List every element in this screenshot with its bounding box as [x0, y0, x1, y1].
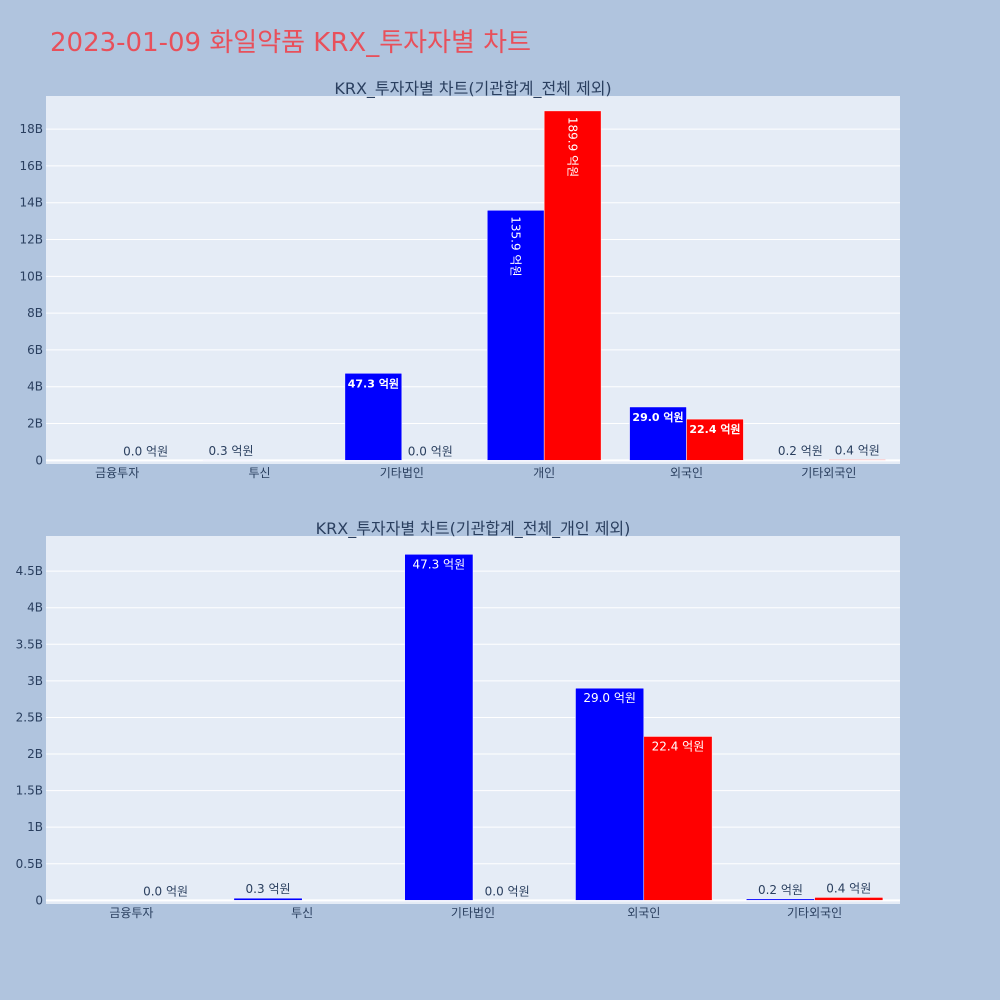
y-tick-label: 2.5B: [16, 710, 43, 724]
y-tick-label: 12B: [19, 233, 43, 247]
data-label: 47.3 억원: [413, 557, 466, 571]
x-tick-label: 투신: [291, 906, 313, 920]
y-tick-label: 0: [35, 893, 43, 907]
plot-area: [46, 96, 900, 464]
data-label: 29.0 억원: [583, 691, 636, 705]
y-tick-label: 4B: [27, 601, 43, 615]
y-tick-label: 0.5B: [16, 857, 43, 871]
y-tick-label: 4.5B: [16, 564, 43, 578]
bar: [746, 898, 815, 901]
y-tick-label: 2B: [27, 417, 43, 431]
x-tick-label: 외국인: [627, 906, 660, 920]
bar: [828, 459, 887, 461]
data-label: 0.2 억원: [778, 444, 823, 458]
y-tick-label: 2B: [27, 747, 43, 761]
y-tick-label: 14B: [19, 196, 43, 210]
bar: [404, 554, 474, 901]
chart-title: KRX_투자자별 차트(기관합계_전체 제외): [334, 79, 611, 99]
x-tick-label: 기타외국인: [801, 466, 856, 480]
bar: [814, 897, 884, 901]
data-label: 0.0 억원: [143, 884, 188, 898]
data-label: 0.0 억원: [408, 444, 453, 458]
x-tick-label: 개인: [533, 466, 555, 480]
y-tick-label: 16B: [19, 159, 43, 173]
x-tick-label: 투신: [248, 466, 270, 480]
data-label: 0.0 억원: [485, 884, 530, 898]
data-label: 0.4 억원: [835, 444, 880, 458]
y-tick-label: 8B: [27, 306, 43, 320]
x-tick-label: 기타외국인: [787, 906, 842, 920]
data-label: 22.4 억원: [689, 422, 740, 436]
data-label: 189.9 억원: [566, 117, 580, 177]
x-tick-label: 기타법인: [451, 906, 495, 920]
y-tick-label: 0: [35, 453, 43, 467]
data-label: 22.4 억원: [652, 739, 705, 753]
bar: [686, 418, 744, 461]
chart-title: KRX_투자자별 차트(기관합계_전체_개인 제외): [316, 519, 631, 539]
y-tick-label: 4B: [27, 380, 43, 394]
y-tick-label: 3.5B: [16, 637, 43, 651]
bar: [629, 406, 687, 461]
page-title: 2023-01-09 화일약품 KRX_투자자별 차트: [50, 28, 532, 58]
data-label: 135.9 억원: [509, 216, 523, 276]
data-label: 0.3 억원: [246, 882, 291, 896]
x-tick-label: 외국인: [670, 466, 703, 480]
y-tick-label: 6B: [27, 343, 43, 357]
data-label: 47.3 억원: [348, 376, 399, 390]
bar: [543, 110, 602, 461]
x-tick-label: 금융투자: [109, 906, 153, 920]
bar: [202, 459, 260, 461]
bar: [575, 687, 645, 901]
y-tick-label: 18B: [19, 122, 43, 136]
bar: [233, 897, 303, 901]
data-label: 29.0 억원: [632, 410, 683, 424]
data-label: 0.2 억원: [758, 883, 803, 897]
data-label: 0.3 억원: [209, 444, 254, 458]
chart-all-investors: 0 2B 4B 6B 8B 10B 12B 14B 16B 18B KRX_투자자별 차트(기관합계…: [19, 79, 900, 480]
x-tick-label: 금융투자: [95, 466, 139, 480]
bar: [643, 736, 713, 901]
data-label: 0.0 억원: [123, 444, 168, 458]
y-tick-label: 3B: [27, 674, 43, 688]
y-tick-label: 10B: [19, 269, 43, 283]
x-tick-label: 기타법인: [380, 466, 424, 480]
y-tick-label: 1.5B: [16, 784, 43, 798]
y-tick-label: 1B: [27, 820, 43, 834]
bar: [344, 373, 403, 461]
bar: [486, 210, 545, 461]
data-label: 0.4 억원: [826, 881, 871, 895]
